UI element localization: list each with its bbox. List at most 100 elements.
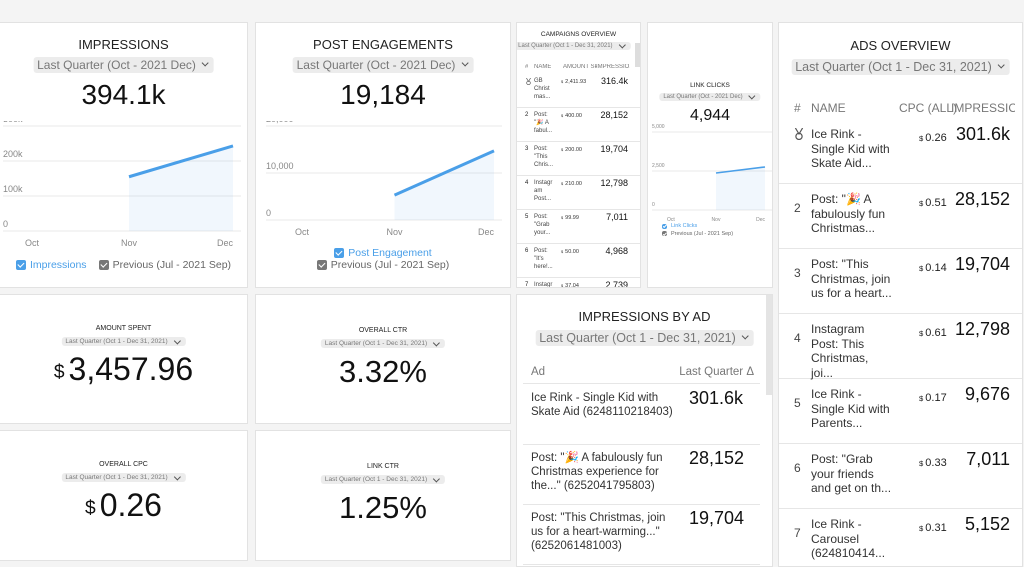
rank: 6 <box>525 248 529 254</box>
impressions: 12,798 <box>954 319 1010 339</box>
widget-title: IMPRESSIONS <box>78 37 169 52</box>
rank: 5 <box>525 214 529 220</box>
table-row: 3 Post: "This Christmas, join us for a he… <box>779 248 1022 314</box>
y-tick-label: 10,000 <box>266 161 294 171</box>
currency: $ <box>561 148 564 152</box>
column-header: Last Quarter Δ <box>679 366 754 378</box>
widget-title: IMPRESSIONS BY AD <box>578 309 711 324</box>
date-filter[interactable]: Last Quarter (Oct - 2021 Dec) <box>659 93 761 101</box>
cpc: 0.51 <box>925 197 947 209</box>
widget-title: CAMPAIGNS OVERVIEW <box>540 31 617 38</box>
campaigns-overview-card: CAMPAIGNS OVERVIEW Last Quarter (Oct 1 -… <box>516 22 641 288</box>
line <box>393 149 495 197</box>
table-row: Ice Rink - Single Kid with Skate Aid (62… <box>523 385 760 445</box>
widget-title: LINK CLICKS <box>690 82 730 89</box>
table-header: Ad Last Quarter Δ <box>523 363 760 384</box>
link-ctr-card: LINK CTR Last Quarter (Oct 1 - Dec 31, 2… <box>255 430 511 561</box>
date-filter[interactable]: Last Quarter (Oct 1 - Dec 31, 2021) <box>517 42 631 50</box>
date-filter[interactable]: Last Quarter (Oct 1 - Dec 31, 2021) <box>535 330 754 346</box>
medal-icon <box>794 128 804 140</box>
cpc: $0.51 <box>919 197 947 209</box>
kpi-value: 19,184 <box>340 79 426 110</box>
legend-label: Previous (Jul - 2021 Sep) <box>112 259 232 271</box>
impressions: 5,152 <box>964 514 1010 534</box>
legend: Post Engagement Previous (Jul - 2021 Sep) <box>256 247 510 271</box>
x-tick-label: Oct <box>667 217 675 223</box>
legend-checkbox <box>98 260 109 270</box>
rank: 6 <box>794 461 801 475</box>
table-row: Ice Rink - Single Kid with Skate Aid... $… <box>779 118 1022 184</box>
rank: 5 <box>794 396 801 410</box>
table-header: # NAME CPC (ALL)IMPRESSIO... <box>779 98 1022 118</box>
cpc: $0.61 <box>919 327 947 339</box>
kpi-value: $0.26 <box>0 487 247 524</box>
table-row: Post: "This Christmas, join us for a hea… <box>523 505 760 565</box>
name: Post: "🎉 A fabul... <box>534 112 553 134</box>
scrollbar[interactable] <box>635 43 640 67</box>
post-engagements-card: POST ENGAGEMENTS Last Quarter (Oct - 202… <box>255 22 511 288</box>
impressions: 4,968 <box>605 246 628 256</box>
table-row: 2 Post: "🎉 A fabul... $400.00 28,152 <box>517 107 640 142</box>
date-filter[interactable]: Last Quarter (Oct 1 - Dec 31, 2021) <box>791 59 1010 75</box>
impressions: 12,798 <box>600 178 628 188</box>
currency: $ <box>919 394 924 403</box>
y-tick-label: 5,000 <box>652 124 665 130</box>
table-row: Post: "🎉 A fabulously fun Christmas expe… <box>523 445 760 505</box>
line-chart: 0 100k 200k 300k Oct Nov Dec <box>3 121 241 248</box>
date-filter[interactable]: Last Quarter (Oct 1 - Dec 31, 2021) <box>320 339 446 348</box>
column-header: NAME <box>811 101 846 115</box>
impressions: 7,011 <box>606 212 628 222</box>
impressions: 9,676 <box>964 384 1010 404</box>
ad-name: Ice Rink - Single Kid with Skate Aid (62… <box>531 392 673 418</box>
legend-item: Previous (Jul - 2021 Sep) <box>662 231 733 237</box>
date-filter[interactable]: Last Quarter (Oct - 2021 Dec) <box>33 57 214 73</box>
ad-value: 19,704 <box>689 508 745 528</box>
table-row: 6 Post: "It's here!... $50.00 4,968 <box>517 243 640 278</box>
amount: 50.00 <box>565 249 579 255</box>
currency: $ <box>561 216 564 220</box>
x-tick-label: Oct <box>295 227 310 237</box>
impressions-card: IMPRESSIONS Last Quarter (Oct - 2021 Dec… <box>0 22 248 288</box>
amount: $37.04 <box>561 283 579 287</box>
date-filter[interactable]: Last Quarter (Oct 1 - Dec 31, 2021) <box>61 337 186 346</box>
amount: 99.99 <box>565 215 579 221</box>
scrollbar[interactable] <box>766 295 772 395</box>
ads-overview-card: ADS OVERVIEW Last Quarter (Oct 1 - Dec 3… <box>778 22 1023 567</box>
kpi-value: 394.1k <box>81 79 166 110</box>
table-row: 5 Ice Rink - Single Kid with Parents... $0… <box>779 378 1022 444</box>
table-row: 5 Post: "Grab your... $99.99 7,011 <box>517 209 640 244</box>
date-filter[interactable]: Last Quarter (Oct 1 - Dec 31, 2021) <box>320 475 446 484</box>
impressions: 19,704 <box>954 254 1010 274</box>
y-tick-label: 0 <box>266 208 271 218</box>
impressions: 316.4k <box>600 76 628 86</box>
area <box>394 150 494 220</box>
x-tick-label: Dec <box>756 217 765 223</box>
column-header: IMPRESSIO... <box>596 64 630 70</box>
legend-item: Previous (Jul - 2021 Sep) <box>98 259 232 271</box>
cpc: $0.33 <box>919 457 947 469</box>
name: Post: "🎉 A fabulously fun Christmas... <box>811 192 886 235</box>
amount: $400.00 <box>561 113 582 119</box>
ad-name: Post: "This Christmas, join us for a hea… <box>531 512 666 552</box>
currency: $ <box>919 264 924 273</box>
widget-title: OVERALL CTR <box>358 327 408 334</box>
legend-label: Post Engagement <box>348 247 432 259</box>
rank: 7 <box>794 526 801 540</box>
name: Post: "This Chris... <box>534 146 554 168</box>
table-row: 7 Ice Rink - Carousel (624810414... $0.31 5… <box>779 508 1022 566</box>
table-row: 2 Post: "🎉 A fabulously fun Christmas... $… <box>779 183 1022 249</box>
impressions: 2,739 <box>605 280 628 288</box>
y-tick-label: 2,500 <box>652 163 665 169</box>
date-filter[interactable]: Last Quarter (Oct - 2021 Dec) <box>292 57 474 73</box>
x-tick-label: Nov <box>712 217 721 223</box>
medal-ribbon <box>526 78 531 83</box>
legend-label: Previous (Jul - 2021 Sep) <box>671 230 734 237</box>
impressions: 19,704 <box>600 144 628 154</box>
overall-ctr-card: OVERALL CTR Last Quarter (Oct 1 - Dec 31… <box>255 294 511 424</box>
name: Ice Rink - Single Kid with Skate Aid... <box>811 127 890 170</box>
impressions: 7,011 <box>966 449 1010 469</box>
rank: 2 <box>794 201 801 215</box>
date-filter[interactable]: Last Quarter (Oct 1 - Dec 31, 2021) <box>61 473 186 482</box>
currency: $ <box>53 362 65 384</box>
table-row: 4 Instagr am Post... $210.00 12,798 <box>517 175 640 210</box>
